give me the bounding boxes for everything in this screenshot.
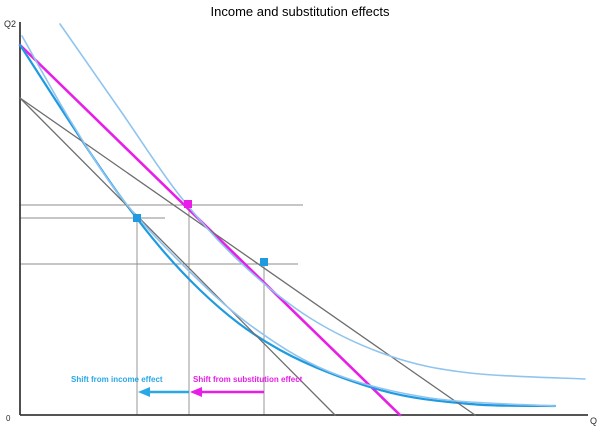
series-new-budget-line-shallow [19, 97, 476, 416]
annotation-label-substitution-effect: Shift from substitution effect [193, 375, 303, 384]
y-axis-label: Q2 [4, 19, 16, 29]
annotations: Shift from income effect Shift from subst… [71, 375, 303, 397]
annotation-arrow-head-income-effect [138, 387, 150, 397]
marker-original-equilibrium [184, 200, 192, 208]
origin-label: 0 [6, 414, 11, 423]
axes [19, 22, 588, 416]
x-axis-label: Q [590, 416, 597, 426]
annotation-substitution-effect: Shift from substitution effect [190, 375, 303, 397]
page-title: Income and substitution effects [211, 4, 390, 19]
series-indifference-curve-1 [59, 23, 586, 380]
marker-substitution-point [133, 214, 141, 222]
gridlines [20, 204, 303, 415]
data-series [18, 23, 586, 417]
series-indifference-curve-2 [21, 35, 556, 407]
marker-new-equilibrium [260, 258, 268, 266]
annotation-arrow-head-substitution-effect [190, 387, 202, 397]
series-new-budget-line-steep [19, 97, 336, 416]
annotation-label-income-effect: Shift from income effect [71, 375, 163, 384]
data-markers [133, 200, 268, 266]
annotation-income-effect: Shift from income effect [71, 375, 189, 397]
